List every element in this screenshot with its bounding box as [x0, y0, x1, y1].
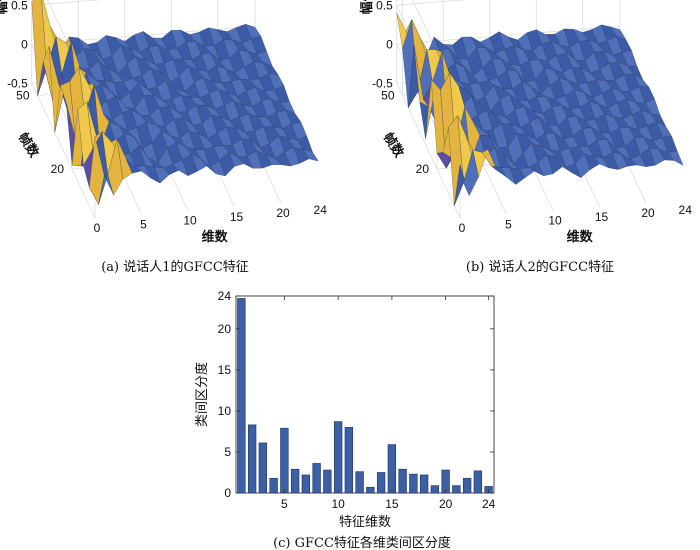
bar	[452, 485, 461, 494]
y-tick-label: 15	[218, 363, 232, 377]
bar	[344, 427, 354, 494]
z-tick-label: 0	[21, 37, 28, 51]
bar	[355, 471, 364, 494]
x-tick-label: 20	[276, 206, 290, 220]
bar	[462, 477, 472, 494]
bar	[376, 472, 386, 494]
surface-mesh	[396, 12, 684, 206]
x-axis-label: 维数	[567, 229, 594, 245]
x-tick-label: 5	[505, 217, 512, 231]
surface-plot-speaker-1: -0.500.51.005101520242050维数帧数幅值	[0, 0, 327, 245]
bar	[301, 474, 311, 494]
x-tick-label: 5	[140, 217, 147, 231]
x-tick-label: 10	[183, 214, 197, 228]
x-tick-label: 10	[548, 214, 562, 228]
plot-area	[235, 295, 495, 494]
y-axis-label: 类间区分度	[194, 362, 210, 427]
surface-plot-speaker-2: -0.500.51.005101520242050维数帧数幅值	[359, 0, 692, 245]
bar	[398, 468, 407, 494]
bar	[247, 424, 257, 494]
y-axis-label: 帧数	[380, 130, 408, 161]
z-tick-label: 0	[386, 37, 393, 51]
z-axis-label: 幅值	[359, 0, 375, 14]
y-tick-label: 24	[218, 289, 232, 303]
z-tick-label: -0.5	[7, 76, 28, 90]
bar	[430, 485, 440, 494]
bar	[258, 442, 268, 494]
bar	[366, 486, 375, 494]
x-tick-label: 24	[314, 203, 328, 217]
x-tick-label: 0	[459, 221, 466, 235]
x-tick-label: 15	[595, 210, 609, 224]
bar	[387, 444, 397, 494]
x-axis-label: 维数	[202, 229, 229, 245]
z-tick-label: 0.5	[376, 0, 393, 12]
caption-c: (c) GFCC特征各维类间区分度	[273, 535, 451, 550]
y-tick-label: 50	[16, 89, 30, 103]
surface-mesh	[31, 0, 319, 205]
surface-patch	[302, 149, 319, 162]
y-tick-label: 50	[381, 89, 395, 103]
bar	[473, 470, 483, 494]
bar	[269, 477, 278, 494]
y-tick-label: 20	[218, 322, 232, 336]
bar	[323, 469, 332, 494]
y-axis-label: 帧数	[15, 130, 43, 161]
bar	[409, 473, 418, 494]
x-tick-label: 0	[94, 221, 101, 235]
z-axis-label: 幅值	[0, 0, 10, 14]
x-tick-label: 20	[641, 206, 655, 220]
x-tick-label: 10	[331, 497, 345, 511]
bar	[312, 463, 321, 494]
y-tick-label: 20	[416, 162, 430, 176]
caption-a: (a) 说话人1的GFCC特征	[101, 259, 249, 275]
bar	[280, 427, 289, 494]
z-tick-label: -0.5	[372, 76, 393, 90]
bar	[290, 468, 300, 494]
x-tick-label: 24	[482, 497, 496, 511]
bar	[419, 474, 429, 494]
bar	[237, 298, 246, 494]
x-tick-label: 15	[230, 210, 244, 224]
x-axis-label: 特征维数	[339, 515, 391, 530]
z-tick-label: 0.5	[11, 0, 28, 12]
surface-patch	[667, 151, 684, 166]
y-tick-label: 0	[224, 486, 231, 500]
x-tick-label: 24	[679, 203, 693, 217]
bar-chart-discrimination: 0 5 10 15 20 24 5 10 15 20 24 特征维数 类间区分度	[194, 289, 496, 530]
x-tick-label: 20	[439, 497, 453, 511]
y-tick-label: 20	[51, 162, 65, 176]
bar	[333, 421, 343, 494]
x-tick-label: 15	[385, 497, 399, 511]
caption-b: (b) 说话人2的GFCC特征	[466, 259, 614, 275]
y-tick-label: 5	[224, 445, 231, 459]
y-tick-label: 10	[218, 404, 232, 418]
x-tick-label: 5	[281, 497, 288, 511]
